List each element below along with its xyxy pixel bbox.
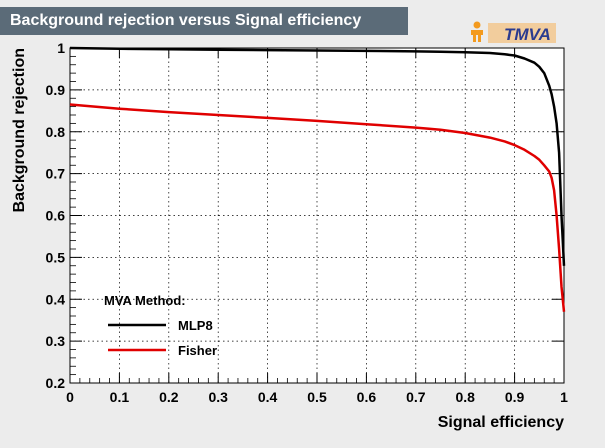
y-tick-label: 1 xyxy=(57,40,65,56)
legend-title: MVA Method: xyxy=(104,293,186,308)
x-tick-label: 0.8 xyxy=(455,389,475,405)
y-tick-labels: 0.2 0.3 0.4 0.5 0.6 0.7 0.8 0.9 1 xyxy=(46,40,66,391)
x-tick-label: 0.6 xyxy=(357,389,377,405)
x-tick-label: 0.2 xyxy=(159,389,179,405)
y-tick-label: 0.8 xyxy=(46,124,66,140)
x-tick-label: 0.1 xyxy=(110,389,130,405)
axis-ticks xyxy=(69,47,565,384)
x-tick-label: 0.9 xyxy=(505,389,525,405)
y-tick-label: 0.7 xyxy=(46,166,66,182)
y-tick-label: 0.4 xyxy=(46,291,66,307)
series-line-mlp8 xyxy=(69,46,566,266)
legend-label-fisher: Fisher xyxy=(178,343,217,358)
x-tick-label: 0.3 xyxy=(208,389,228,405)
x-tick-label: 1 xyxy=(560,389,568,405)
y-tick-label: 0.2 xyxy=(46,375,66,391)
series-line-fisher xyxy=(69,103,566,312)
tmva-logo: TMVA xyxy=(471,21,556,44)
x-tick-label: 0.5 xyxy=(307,389,327,405)
x-axis-title: Signal efficiency xyxy=(438,414,564,431)
legend-label-mlp8: MLP8 xyxy=(178,318,213,333)
chart-title: Background rejection versus Signal effic… xyxy=(0,7,408,35)
x-tick-labels: 0 0.1 0.2 0.3 0.4 0.5 0.6 0.7 0.8 0.9 1 xyxy=(66,389,568,405)
x-tick-label: 0 xyxy=(66,389,74,405)
legend: MVA Method: MLP8 Fisher xyxy=(104,293,217,358)
y-tick-label: 0.5 xyxy=(46,249,66,265)
y-tick-label: 0.3 xyxy=(46,333,66,349)
series-lines xyxy=(69,46,566,312)
grid xyxy=(70,48,564,383)
x-tick-label: 0.4 xyxy=(258,389,278,405)
tmva-logo-text: TMVA xyxy=(504,25,551,44)
y-axis-title: Background rejection xyxy=(11,48,28,212)
x-tick-label: 0.7 xyxy=(406,389,426,405)
y-tick-label: 0.6 xyxy=(46,208,66,224)
tmva-logo-icon xyxy=(471,21,483,42)
y-tick-label: 0.9 xyxy=(46,82,66,98)
